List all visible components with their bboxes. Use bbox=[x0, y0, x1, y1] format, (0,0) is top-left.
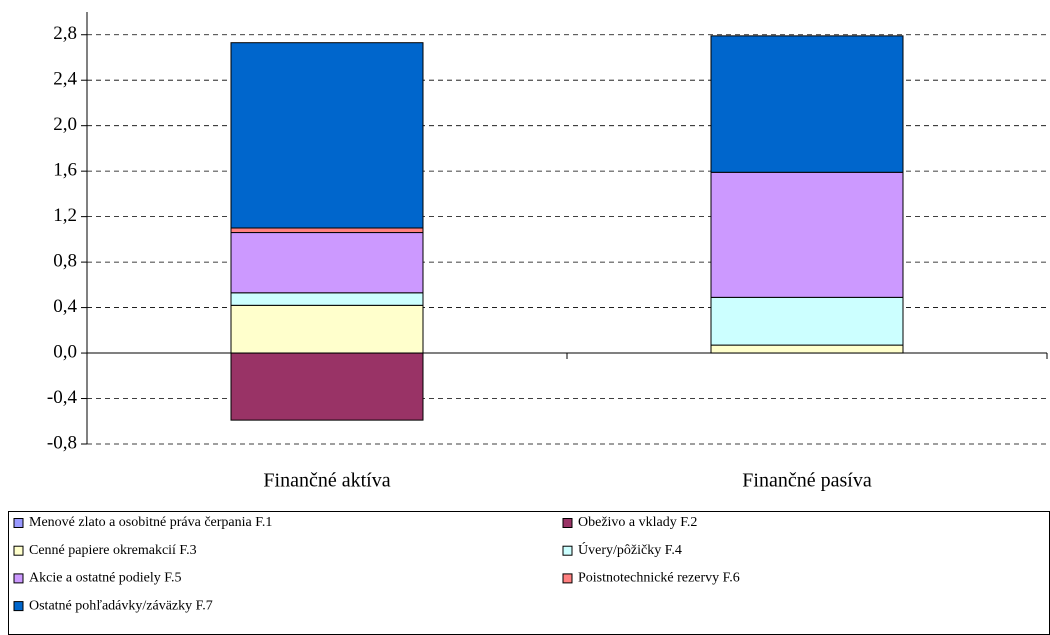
y-tick-label: -0,8 bbox=[47, 432, 77, 453]
legend-swatch bbox=[13, 518, 24, 528]
legend-swatch bbox=[562, 545, 573, 556]
y-tick-label: 2,0 bbox=[53, 114, 77, 135]
bar-segment bbox=[710, 35, 904, 173]
x-tick-label: Finančné aktíva bbox=[263, 470, 390, 492]
legend-swatch bbox=[13, 545, 24, 556]
legend-label: Obeživo a vklady F.2 bbox=[578, 515, 697, 530]
legend-box bbox=[8, 511, 1050, 635]
y-tick-label: -0,4 bbox=[47, 387, 78, 408]
bar-segment bbox=[230, 304, 424, 354]
y-tick-label: 2,8 bbox=[53, 23, 77, 44]
y-tick-label: 1,2 bbox=[53, 205, 77, 226]
y-tick-label: 0,4 bbox=[53, 296, 77, 317]
bar-segment bbox=[230, 352, 424, 421]
legend-label: Poistnotechnické rezervy F.6 bbox=[578, 571, 740, 586]
bar-segment bbox=[710, 296, 904, 346]
bar-segment bbox=[710, 171, 904, 298]
bar-segment bbox=[710, 344, 904, 354]
bar-segment bbox=[230, 42, 424, 229]
legend-label: Menové zlato a osobitné práva čerpania F… bbox=[29, 515, 272, 530]
y-tick-label: 0,0 bbox=[53, 341, 77, 362]
legend-label: Cenné papiere okremakcií F.3 bbox=[29, 543, 197, 558]
legend-swatch bbox=[562, 573, 573, 584]
bar-segment bbox=[230, 232, 424, 294]
x-tick-label: Finančné pasíva bbox=[742, 470, 872, 492]
y-tick-label: 1,6 bbox=[53, 160, 77, 181]
legend-label: Úvery/pôžičky F.4 bbox=[578, 541, 682, 558]
y-tick-label: 0,8 bbox=[53, 250, 77, 271]
legend-label: Ostatné pohľadávky/záväzky F.7 bbox=[29, 598, 213, 613]
bar-segment bbox=[230, 292, 424, 306]
legend-swatch bbox=[13, 573, 24, 584]
legend-swatch bbox=[13, 601, 24, 612]
legend-label: Akcie a ostatné podiely F.5 bbox=[29, 571, 181, 586]
legend-swatch bbox=[562, 518, 573, 528]
y-tick-label: 2,4 bbox=[53, 69, 77, 90]
bar-segment bbox=[230, 227, 424, 234]
